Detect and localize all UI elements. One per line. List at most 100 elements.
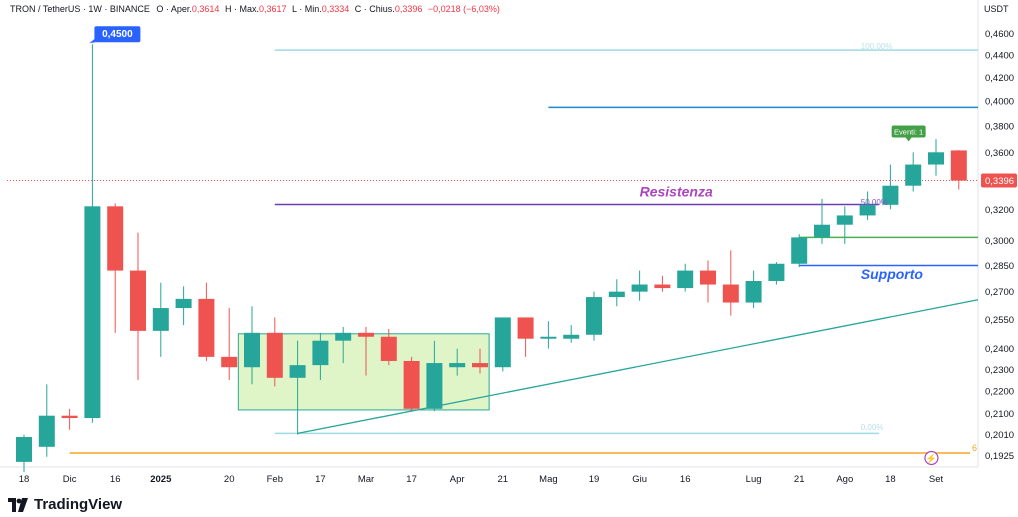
supporto-label: Supporto [861, 266, 924, 282]
candle-down [198, 298, 215, 357]
candle-up [175, 298, 192, 309]
x-tick-label: Mag [539, 474, 557, 485]
y-tick-label: 0,2700 [985, 287, 1014, 298]
candle-down [130, 270, 146, 331]
candle-down [380, 336, 397, 361]
y-tick-label: 0,2850 [985, 261, 1014, 272]
candle-down [722, 284, 739, 303]
low-label: L · [292, 4, 303, 14]
low-value: 0,3334 [321, 4, 350, 14]
y-tick-label: 0,2550 [985, 315, 1014, 326]
candle-up [16, 437, 32, 462]
x-tick-label: Ago [836, 474, 853, 485]
x-tick-label: 19 [589, 474, 600, 485]
fib-100-label: 100,00% [861, 42, 893, 51]
y-tick-label: 0,1925 [985, 451, 1014, 462]
candle-up [905, 164, 922, 186]
close-label: C · [354, 4, 367, 14]
candle-up [768, 263, 785, 282]
y-tick-label: 0,2200 [985, 386, 1014, 397]
candle-up [791, 237, 808, 264]
tradingview-logo[interactable]: TradingView [8, 496, 122, 513]
candle-up [859, 204, 876, 216]
candle-down [403, 360, 420, 409]
close-value: 0,3396 [394, 4, 423, 14]
high-marker-badge [94, 26, 141, 43]
brand-name: TradingView [34, 496, 123, 513]
open-value: 0,3614 [191, 4, 220, 14]
candle-down [221, 356, 238, 368]
x-tick-label: 20 [224, 474, 235, 485]
y-tick-label: 0,3600 [985, 148, 1014, 159]
candle-up [563, 334, 580, 339]
high-prefix: Max. [239, 4, 259, 14]
resistenza-label: Resistenza [640, 184, 713, 200]
x-tick-label: Dic [63, 474, 77, 485]
candle-up [540, 336, 557, 339]
x-tick-label: 21 [794, 474, 805, 485]
candle-up [426, 363, 443, 409]
events-badge-label: Eventi: 1 [894, 128, 923, 137]
candle-up [631, 284, 648, 292]
candle-up [335, 332, 352, 341]
high-label: H · [224, 4, 237, 14]
high-marker-pointer [89, 38, 96, 44]
candle-down [950, 150, 967, 181]
x-tick-label: 21 [498, 474, 509, 485]
fib-0-label: 0,00% [861, 423, 884, 432]
x-tick-label: 2025 [150, 474, 172, 485]
x-tick-label: 17 [406, 474, 417, 485]
candle-up [152, 308, 169, 331]
tradingview-mark-icon [8, 497, 28, 512]
candle-up [814, 224, 830, 238]
last-price-tag [981, 173, 1017, 188]
candle-up [84, 206, 101, 419]
candle-up [882, 185, 899, 205]
orange-level-tag: 6 [972, 443, 977, 453]
candle-up [312, 340, 329, 366]
y-tick-label: 0,4400 [985, 51, 1014, 62]
x-tick-label: Mar [358, 474, 374, 485]
y-tick-label: 0,4600 [985, 29, 1014, 40]
y-tick-label: 0,4200 [985, 73, 1014, 84]
currency-label: USDT [984, 4, 1009, 14]
low-prefix: Min. [304, 4, 322, 14]
candle-up [289, 365, 306, 378]
y-tick-label: 0,2300 [985, 365, 1014, 376]
events-badge-pointer [905, 137, 912, 142]
open-prefix: Aper. [170, 4, 192, 14]
y-tick-label: 0,3800 [985, 122, 1014, 133]
high-value: 0,3617 [258, 4, 287, 14]
x-tick-label: Set [929, 474, 944, 485]
candle-up [586, 297, 602, 335]
uptrend-line [297, 299, 979, 435]
x-tick-label: 17 [315, 474, 326, 485]
candle-down [61, 415, 78, 419]
change-value: −0,0218 (−6,03%) [427, 4, 500, 14]
candle-up [244, 332, 260, 368]
candle-up [745, 281, 762, 303]
symbol-label: TRON / TetherUS · 1W · BINANCE [10, 4, 150, 14]
candle-up [608, 291, 625, 298]
candle-down [266, 332, 283, 378]
y-tick-label: 0,3200 [985, 205, 1014, 216]
candle-down [654, 284, 671, 289]
chart-header: TRON / TetherUS · 1W · BINANCE O · Aper.… [10, 4, 500, 14]
last-price-label: 0,3396 [985, 176, 1014, 187]
y-tick-label: 0,2400 [985, 344, 1014, 355]
candle-up [38, 415, 55, 447]
x-tick-label: 16 [110, 474, 121, 485]
candle-up [677, 270, 694, 289]
candle-up [836, 215, 853, 225]
lightning-glyph: ⚡ [926, 453, 937, 465]
x-tick-label: 16 [680, 474, 691, 485]
x-tick-label: Lug [746, 474, 762, 485]
fib-50-label: 50,00% [861, 198, 888, 207]
candle-down [358, 332, 374, 337]
x-tick-label: 18 [885, 474, 896, 485]
events-badge [891, 125, 926, 138]
high-marker-label: 0,4500 [102, 29, 133, 40]
close-prefix: Chius. [369, 4, 395, 14]
candle-up [928, 152, 944, 165]
